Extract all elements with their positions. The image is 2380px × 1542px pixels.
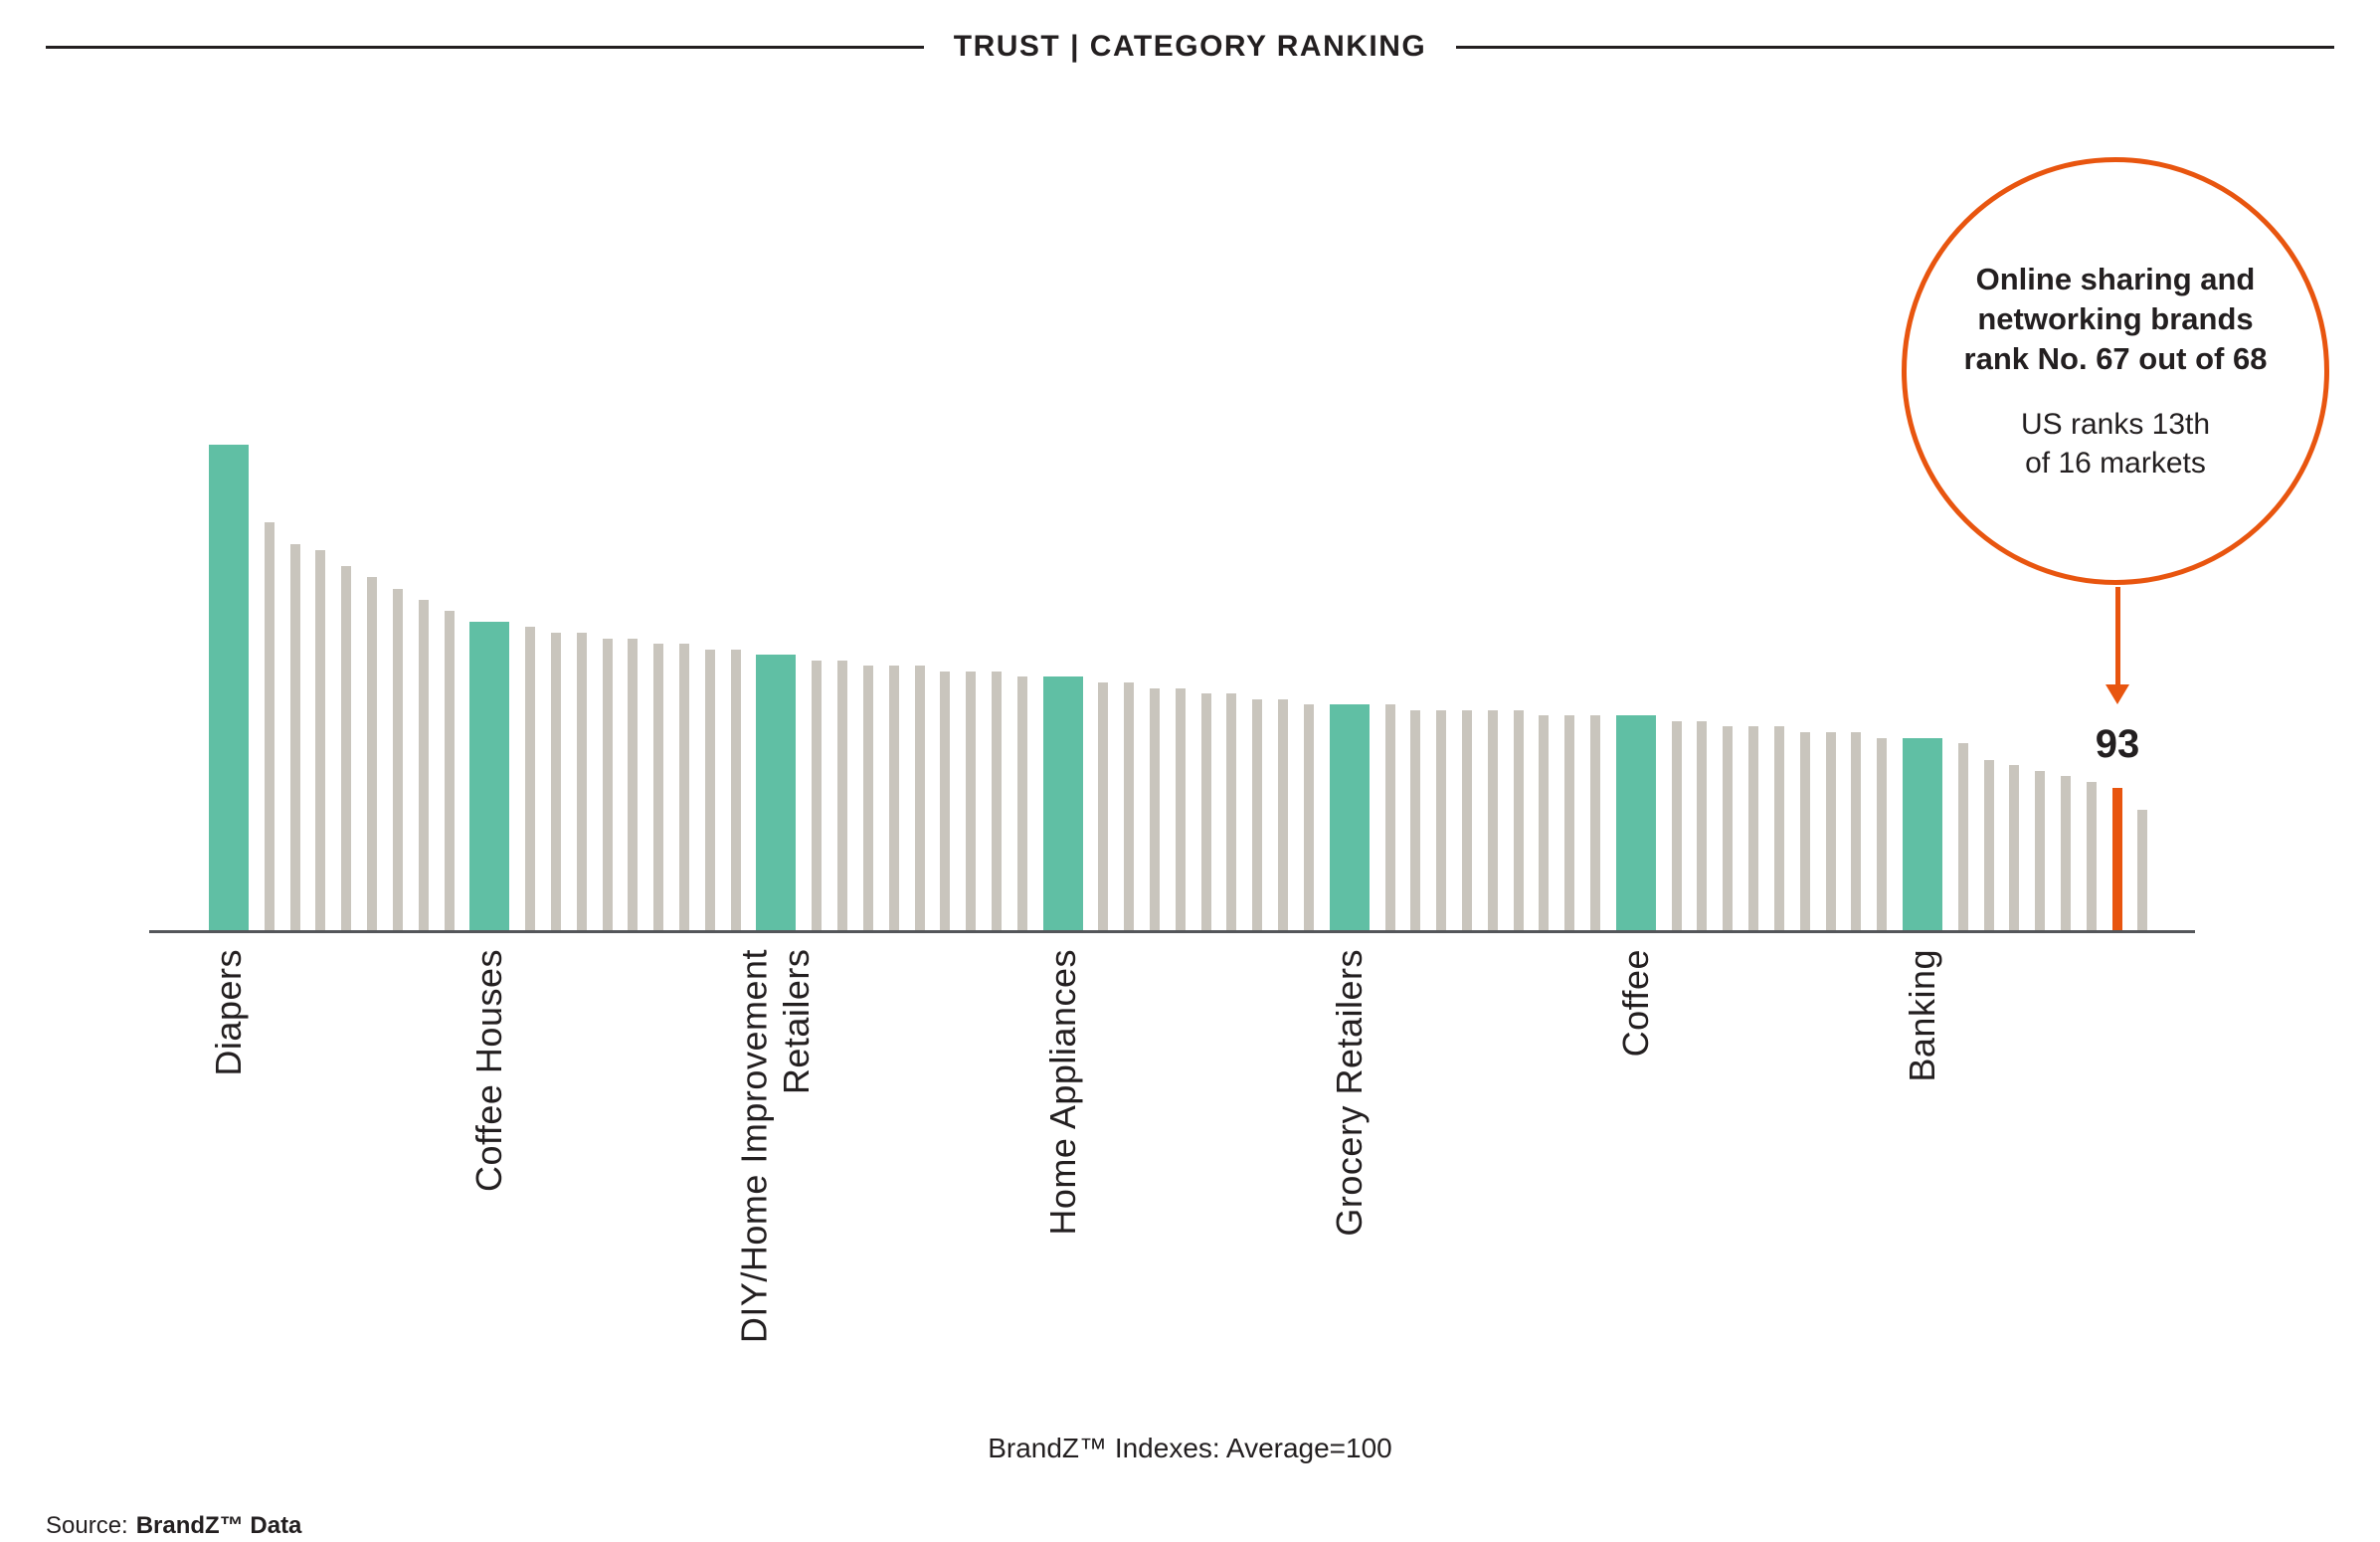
bar <box>1487 710 1498 931</box>
value-callout: 93 <box>2095 722 2140 766</box>
annotation-bold-text: Online sharing and networking brands ran… <box>1963 261 2268 377</box>
bar <box>2086 782 2097 931</box>
bar <box>1825 732 1836 931</box>
bar <box>730 650 741 931</box>
bar <box>2061 776 2071 931</box>
category-label: Coffee Houses <box>467 949 509 1192</box>
bar <box>418 600 429 931</box>
title-row: TRUST | CATEGORY RANKING <box>46 30 2335 64</box>
annotation-regular-text: US ranks 13th of 16 markets <box>2020 408 2211 481</box>
bar-highlight-teal <box>1042 676 1083 931</box>
annotation-circle: Online sharing and networking brands ran… <box>1902 157 2329 585</box>
bar <box>1252 699 1263 931</box>
bar <box>1016 676 1027 931</box>
bar <box>315 550 326 931</box>
bar-highlight-teal <box>469 622 510 931</box>
bar-highlight-orange <box>2111 788 2122 931</box>
bar <box>1590 715 1600 931</box>
bar <box>1150 688 1160 931</box>
source-line: Source: BrandZ™ Data <box>46 1512 301 1540</box>
bar <box>1671 721 1682 931</box>
bar <box>392 589 403 931</box>
bar <box>1436 710 1447 931</box>
chart-caption: BrandZ™ Indexes: Average=100 <box>988 1433 1392 1463</box>
bar <box>367 577 378 931</box>
bar <box>991 672 1002 931</box>
bar <box>1877 738 1888 931</box>
source-name: BrandZ™ Data <box>135 1512 302 1539</box>
category-label: Home Appliances <box>1041 949 1083 1236</box>
bar <box>1773 726 1784 931</box>
bar <box>1124 682 1135 931</box>
category-label: DIY/Home Improvement Retailers <box>733 949 817 1344</box>
bar <box>525 627 536 931</box>
bar <box>1226 693 1237 931</box>
bar <box>940 672 951 931</box>
bar <box>1513 710 1524 931</box>
bar <box>341 566 352 931</box>
bar-highlight-teal <box>756 655 797 931</box>
bar <box>2137 810 2148 931</box>
bar <box>1200 693 1211 931</box>
bar <box>264 522 275 931</box>
bar <box>2035 771 2046 931</box>
bars-container <box>209 434 2148 931</box>
bar <box>576 633 587 931</box>
bar <box>1983 760 1994 931</box>
category-label: Grocery Retailers <box>1328 949 1370 1237</box>
bar <box>1384 704 1395 931</box>
source-prefix: Source: <box>46 1512 128 1539</box>
bar <box>1461 710 1472 931</box>
bar <box>1098 682 1109 931</box>
bar <box>1723 726 1734 931</box>
bar-highlight-teal <box>1329 704 1370 931</box>
bar <box>1697 721 1708 931</box>
annotation-arrow-head-icon <box>2105 684 2129 704</box>
bar <box>1957 743 1968 931</box>
bar <box>550 633 561 931</box>
annotation-arrow-line <box>2114 587 2120 686</box>
bar <box>1278 699 1289 931</box>
category-label: Banking <box>1901 949 1942 1082</box>
bar <box>444 611 455 931</box>
bar <box>2009 765 2020 931</box>
bar <box>1748 726 1759 931</box>
bar-highlight-teal <box>1615 715 1656 931</box>
bar <box>628 639 639 931</box>
bar <box>862 666 873 931</box>
bar <box>1851 732 1862 931</box>
title-rule-right <box>1456 45 2335 49</box>
bar <box>1175 688 1186 931</box>
category-label: Coffee <box>1614 949 1656 1058</box>
x-axis-line <box>149 930 2195 933</box>
title-rule-left <box>46 45 924 49</box>
bar <box>653 644 664 931</box>
bar <box>888 666 899 931</box>
bar-highlight-teal <box>1902 738 1942 931</box>
bar <box>704 650 715 931</box>
bar <box>1564 715 1575 931</box>
category-label: Diapers <box>207 949 249 1076</box>
bar <box>1799 732 1810 931</box>
bar <box>602 639 613 931</box>
bar <box>289 544 300 931</box>
bar-highlight-teal <box>209 445 249 931</box>
bar <box>914 666 925 931</box>
bar <box>1410 710 1421 931</box>
bar <box>837 661 848 931</box>
bar <box>966 672 977 931</box>
bar <box>812 661 823 931</box>
bar <box>679 644 689 931</box>
bar <box>1303 704 1314 931</box>
page-title: TRUST | CATEGORY RANKING <box>953 30 1427 63</box>
bar <box>1539 715 1550 931</box>
